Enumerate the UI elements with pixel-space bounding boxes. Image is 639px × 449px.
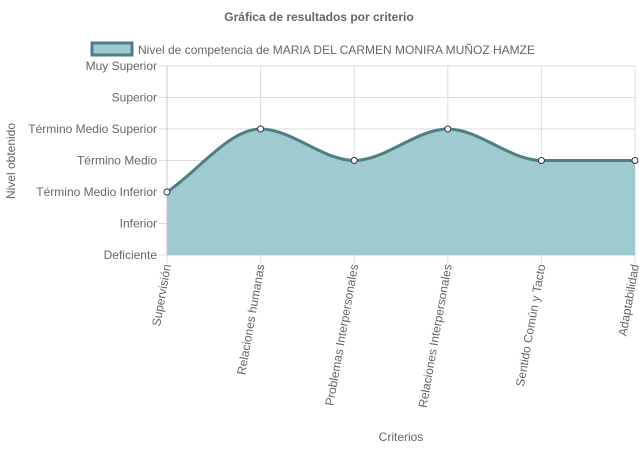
chart-title: Gráfica de resultados por criterio [224,10,413,24]
y-axis-title: Nivel obtenido [4,123,18,199]
data-point[interactable] [631,157,639,164]
data-point[interactable] [350,157,358,164]
y-tick-label: Término Medio [77,154,157,168]
data-point[interactable] [537,157,545,164]
x-tick-label: Sentido Común y Tacto [513,263,548,388]
y-tick-label: Superior [112,91,157,105]
x-tick-label: Relaciones humanas [234,263,267,376]
y-tick-label: Término Medio Inferior [36,185,157,199]
legend-label: Nivel de competencia de MARIA DEL CARMEN… [138,43,535,57]
y-tick-label: Deficiente [104,248,158,262]
data-point[interactable] [444,125,452,133]
data-point[interactable] [257,125,265,133]
x-tick-label: Relaciones Interpersonales [416,263,455,409]
legend-swatch [90,41,134,57]
series-area [166,127,635,255]
x-tick-label: Problemas Interpersonales [322,263,361,407]
y-tick-label: Inferior [120,217,157,231]
series-area-fill [167,129,635,255]
series-points [163,125,639,196]
x-tick-label: Supervisión [149,263,174,327]
x-tick-label: Adaptabilidad [616,263,639,337]
y-tick-label: Término Medio Superior [28,122,157,136]
x-axis: Supervisión Relaciones humanas Problemas I… [149,263,639,409]
data-point[interactable] [163,188,171,196]
legend[interactable]: Nivel de competencia de MARIA DEL CARMEN… [90,41,535,57]
y-tick-label: Muy Superior [86,59,157,73]
x-axis-title: Criterios [379,430,424,444]
y-axis: Deficiente Inferior Término Medio Inferior… [28,59,157,262]
